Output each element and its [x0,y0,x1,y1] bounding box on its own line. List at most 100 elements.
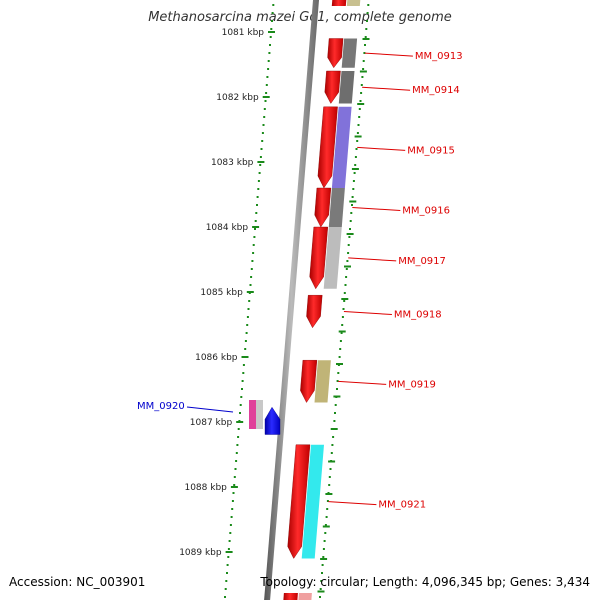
inner-dot-track-mark [231,500,234,502]
outer-dot-track-mark [345,268,348,270]
gene-arrow-mm_0917[interactable] [309,226,329,290]
outer-dot-track-mark [322,556,325,558]
outer-dot-track-mark [336,388,338,390]
gene-label-mm_0914[interactable]: MM_0914 [412,85,460,96]
outer-dot-track-mark [326,500,329,502]
dot-track-layer [224,4,370,598]
inner-dot-track-mark [267,68,270,70]
outer-dot-track-mark [329,468,332,470]
inner-dot-track-mark [265,84,268,86]
outer-dot-track-mark [362,60,365,62]
outer-track-dash [357,103,365,105]
scale-tick [225,551,233,553]
inner-dot-track-mark [244,340,247,342]
inner-dot-track-mark [246,324,249,326]
outer-dot-track-mark [363,52,366,54]
genome-backbone [264,0,319,600]
gene-arrow-mm_0920[interactable] [264,406,281,435]
inner-dot-track-mark [229,532,232,534]
inner-dot-track-mark [234,468,237,470]
gene-arrow-mm_0916[interactable] [314,187,332,228]
inner-dot-track-mark [270,28,273,30]
inner-dot-track-mark [250,268,253,270]
gene-layer [264,38,344,559]
inner-dot-track-mark [227,556,230,558]
scale-tick-label: 1082 kbp [216,93,259,103]
inner-dot-track-mark [272,4,275,6]
gene-label-mm_0919[interactable]: MM_0919 [388,379,436,390]
outer-track-dash [317,590,325,593]
feature-bar-mm_0914 [338,71,355,104]
outer-dot-track-mark [321,564,324,566]
inner-dot-track-mark [254,228,256,230]
inner-dot-track-mark [255,212,258,214]
inner-dot-track-mark [258,172,261,174]
inner-dot-track-mark [256,196,259,198]
outer-track-dash [354,135,362,138]
inner-dot-track-mark [257,188,260,190]
feature-bar-secondary [256,400,263,429]
gene-arrow-mm_0913[interactable] [327,38,344,69]
inner-dot-track-mark [231,508,234,510]
outer-dot-track-mark [331,444,334,446]
outer-dot-track-mark [340,332,343,334]
gene-arrow-mm_0919[interactable] [300,360,318,403]
outer-dot-track-mark [319,588,322,590]
outer-track-dash [338,330,346,333]
inner-dot-track-mark [235,460,238,462]
inner-dot-track-mark [226,572,228,574]
gene-arrow-offscreen-bottom [283,593,298,600]
gene-label-mm_0918[interactable]: MM_0918 [394,310,442,321]
gene-label-mm_0915[interactable]: MM_0915 [407,145,455,156]
outer-dot-track-mark [336,380,339,382]
inner-dot-track-mark [226,564,229,566]
outer-track-dash [320,558,328,560]
feature-bar-offscreen-top [346,0,361,6]
scale-tick [236,421,244,423]
outer-track-dash [351,168,359,170]
outer-track-dash [362,38,370,40]
inner-dot-track-mark [257,180,260,182]
inner-dot-track-mark [261,132,264,134]
gene-label-mm_0921[interactable]: MM_0921 [378,500,426,511]
gene-label-mm_0917[interactable]: MM_0917 [398,256,446,267]
accession-label: Accession: NC_003901 [9,575,146,589]
outer-track-dash [336,363,343,365]
scale-tick [230,486,238,488]
outer-dot-track-mark [319,596,321,598]
inner-dot-track-mark [245,332,248,334]
scale-tick [252,226,260,228]
outer-dot-track-mark [337,372,340,374]
outer-dot-track-mark [332,436,335,438]
inner-dot-track-mark [269,44,271,46]
gene-leader-line [362,86,411,91]
gene-arrow-mm_0914[interactable] [324,70,341,104]
outer-track-dash [333,395,341,398]
gene-leader-line [338,380,387,385]
inner-dot-track-mark [246,316,249,318]
feature-bar-offscreen-bottom [298,593,312,600]
gene-label-mm_0916[interactable]: MM_0916 [402,206,450,217]
gene-arrow-mm_0921[interactable] [287,444,311,559]
inner-dot-track-mark [268,52,271,54]
gene-arrow-mm_0915[interactable] [317,106,338,189]
inner-dot-track-mark [266,76,269,78]
outer-dot-track-mark [366,12,369,14]
gene-label-mm_0913[interactable]: MM_0913 [415,51,463,62]
outer-dot-track-mark [355,148,358,150]
inner-dot-track-mark [237,436,240,438]
outer-track-dash [322,525,330,528]
gene-label-mm_0920[interactable]: MM_0920 [137,401,185,412]
gene-leader-line [357,146,406,151]
outer-track-dash [359,70,367,73]
scale-tick-label: 1089 kbp [179,548,222,558]
scale-tick [268,31,275,33]
outer-dot-track-mark [325,516,328,518]
inner-dot-track-mark [253,236,256,238]
outer-dot-track-mark [320,580,323,582]
inner-dot-track-mark [235,452,238,454]
outer-dot-track-mark [367,4,370,6]
inner-dot-track-mark [256,204,258,206]
gene-arrow-mm_0918[interactable] [306,295,323,329]
outer-dot-track-mark [366,20,368,22]
